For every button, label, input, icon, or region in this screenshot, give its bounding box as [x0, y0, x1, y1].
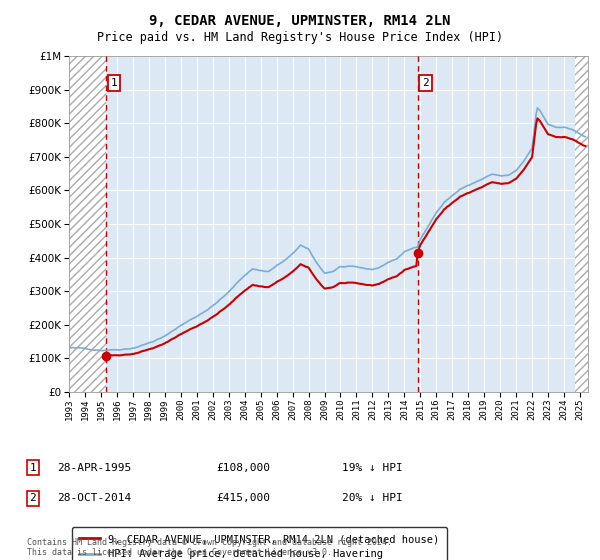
Text: 1: 1	[111, 78, 118, 88]
Text: 28-OCT-2014: 28-OCT-2014	[57, 493, 131, 503]
Text: Contains HM Land Registry data © Crown copyright and database right 2024.
This d: Contains HM Land Registry data © Crown c…	[27, 538, 392, 557]
Text: 2: 2	[422, 78, 429, 88]
Text: 2: 2	[29, 493, 37, 503]
Text: 19% ↓ HPI: 19% ↓ HPI	[342, 463, 403, 473]
Text: 1: 1	[29, 463, 37, 473]
Text: 20% ↓ HPI: 20% ↓ HPI	[342, 493, 403, 503]
Bar	[575, 56, 588, 392]
Bar	[69, 56, 106, 392]
Text: Price paid vs. HM Land Registry's House Price Index (HPI): Price paid vs. HM Land Registry's House …	[97, 31, 503, 44]
Text: 9, CEDAR AVENUE, UPMINSTER, RM14 2LN: 9, CEDAR AVENUE, UPMINSTER, RM14 2LN	[149, 14, 451, 28]
Legend: 9, CEDAR AVENUE, UPMINSTER, RM14 2LN (detached house), HPI: Average price, detac: 9, CEDAR AVENUE, UPMINSTER, RM14 2LN (de…	[71, 527, 446, 560]
Text: £108,000: £108,000	[216, 463, 270, 473]
Text: 28-APR-1995: 28-APR-1995	[57, 463, 131, 473]
Text: £415,000: £415,000	[216, 493, 270, 503]
